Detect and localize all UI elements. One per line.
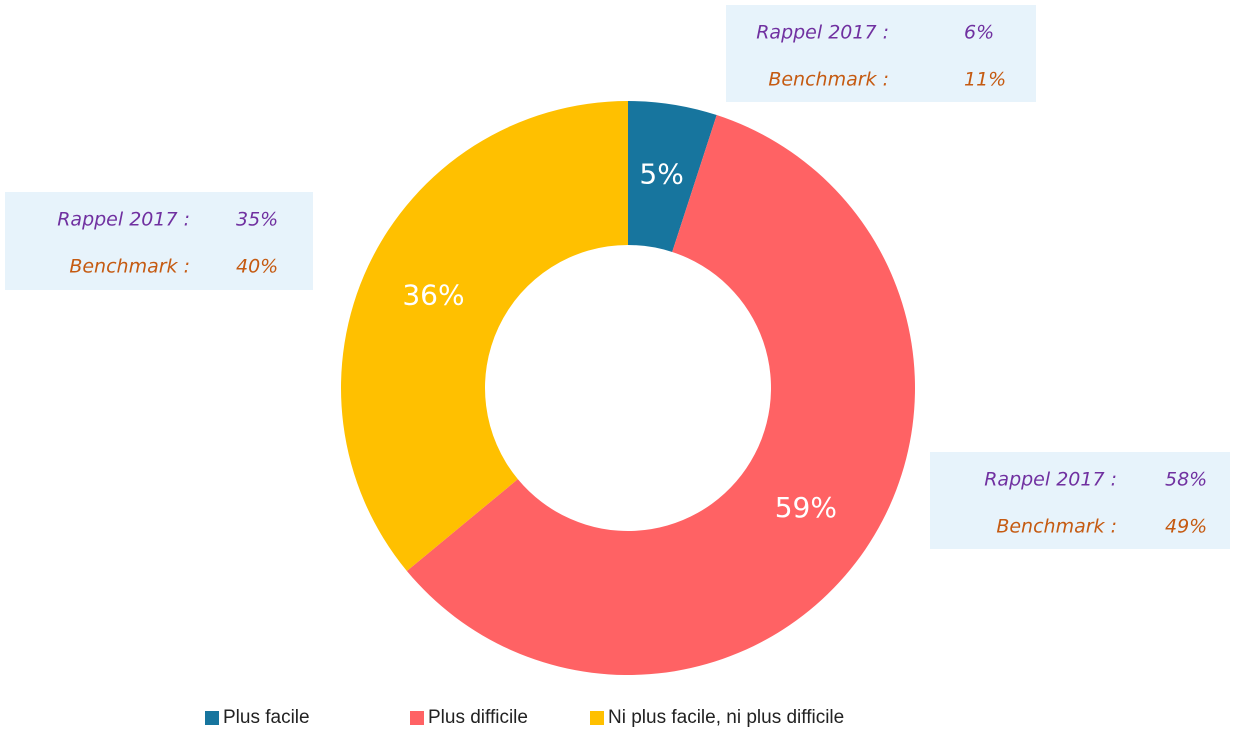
annotation-box	[726, 5, 1036, 102]
value-label: 5%	[639, 158, 683, 191]
annotation-value: 40%	[236, 256, 278, 278]
annotation-label: Rappel 2017 :	[984, 469, 1117, 491]
legend-label: Plus facile	[223, 707, 310, 728]
annotation-value: 58%	[1165, 469, 1207, 491]
value-label: 36%	[402, 278, 464, 311]
annotation-label: Benchmark :	[768, 69, 889, 91]
annotation-label: Benchmark :	[69, 256, 190, 278]
legend-label: Plus difficile	[428, 707, 528, 728]
annotation-value: 35%	[236, 209, 278, 231]
slice	[340, 101, 628, 571]
annotation-label: Rappel 2017 :	[756, 22, 889, 44]
annotation-value: 49%	[1165, 516, 1207, 538]
annotation-value: 6%	[964, 22, 994, 44]
annotation-box	[930, 452, 1230, 549]
annotation-label: Rappel 2017 :	[57, 209, 190, 231]
legend-swatch	[410, 711, 424, 725]
slice	[406, 115, 916, 676]
annotation-value: 11%	[964, 69, 1006, 91]
slice	[628, 101, 717, 252]
legend-swatch	[205, 711, 219, 725]
annotation-label: Benchmark :	[996, 516, 1117, 538]
legend-label: Ni plus facile, ni plus difficile	[608, 707, 844, 728]
annotation-box	[5, 192, 313, 290]
value-label: 59%	[775, 491, 837, 524]
legend-swatch	[590, 711, 604, 725]
